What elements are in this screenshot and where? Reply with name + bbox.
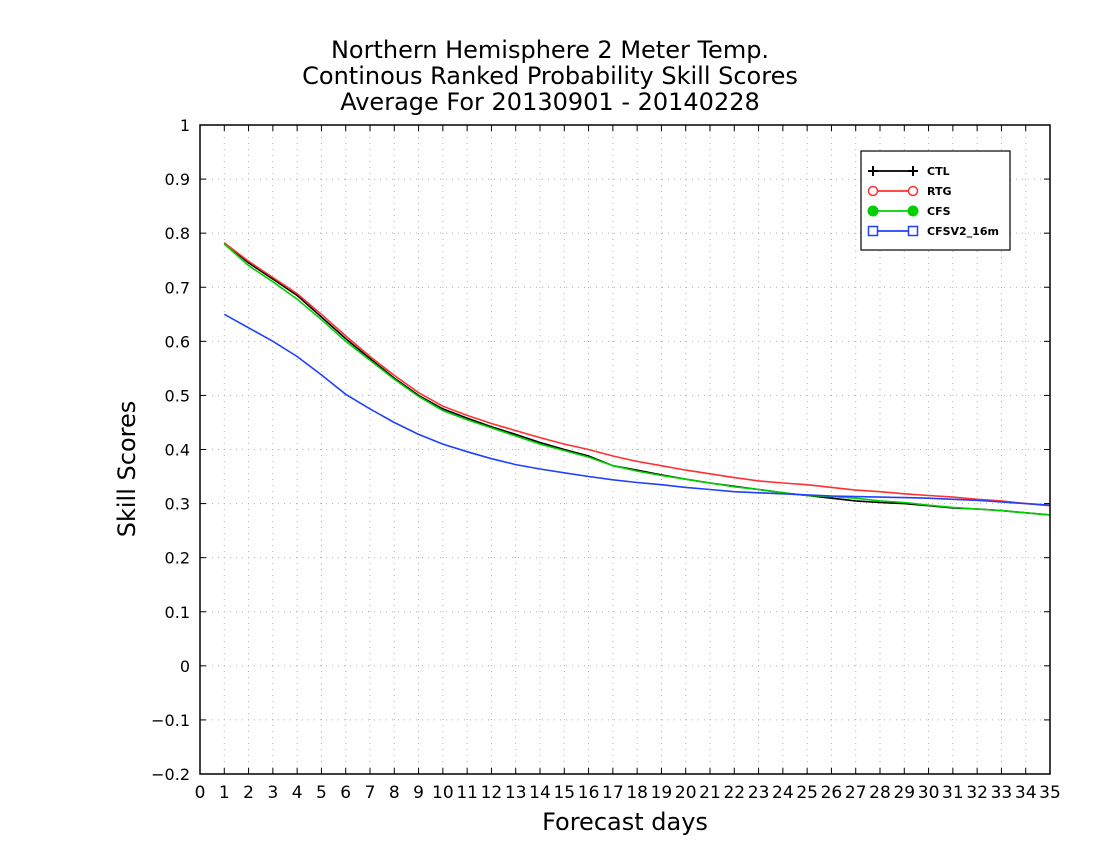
y-tick-label: 1 (180, 116, 190, 135)
x-tick-label: 35 (1039, 783, 1061, 803)
legend-marker (907, 205, 919, 217)
x-tick-label: 3 (267, 783, 278, 803)
x-tick-label: 8 (389, 783, 400, 803)
x-tick-label: 19 (651, 783, 673, 803)
chart-title-line-3: Average For 20130901 - 20140228 (340, 88, 760, 116)
legend-marker (907, 225, 919, 237)
series-lines (223, 242, 1051, 516)
legend: CTL RTG CFS CFSV2_16m (860, 150, 1011, 251)
legend-box (860, 150, 1011, 251)
x-tick-label: 33 (991, 783, 1013, 803)
x-tick-label: 9 (413, 783, 424, 803)
x-tick-label: 18 (626, 783, 648, 803)
x-tick-label: 4 (292, 783, 303, 803)
x-tick-label: 31 (942, 783, 964, 803)
x-tick-label: 13 (505, 783, 527, 803)
series-line-rtg (223, 242, 1051, 507)
legend-marker (867, 225, 879, 237)
chart-title-line-1: Northern Hemisphere 2 Meter Temp. (330, 36, 770, 64)
y-tick-label: 0.4 (165, 441, 190, 460)
x-tick-label: 14 (529, 783, 551, 803)
x-tick-label: 30 (918, 783, 940, 803)
x-tick-label: 21 (699, 783, 721, 803)
x-tick-label: 25 (796, 783, 818, 803)
y-tick-label: 0 (180, 657, 190, 676)
x-tick-label: 17 (602, 783, 624, 803)
y-tick-label: 0.2 (165, 549, 190, 568)
x-tick-label: 0 (195, 783, 206, 803)
legend-marker (867, 185, 879, 197)
legend-label-rtg: RTG (927, 185, 952, 198)
y-tick-label: 0.9 (165, 170, 190, 189)
x-tick-label: 10 (432, 783, 454, 803)
y-tick-label: 0.3 (165, 495, 190, 514)
x-tick-label: 12 (481, 783, 503, 803)
legend-label-ctl: CTL (927, 165, 950, 178)
x-tick-label: 29 (893, 783, 915, 803)
x-tick-label: 28 (869, 783, 891, 803)
x-tick-label: 32 (966, 783, 988, 803)
x-tick-label: 22 (723, 783, 745, 803)
x-tick-label: 16 (578, 783, 600, 803)
x-tick-label: 11 (456, 783, 478, 803)
y-tick-label: 0.1 (165, 603, 190, 622)
y-tick-label: 0.7 (165, 278, 190, 297)
x-tick-label: 27 (845, 783, 867, 803)
x-tick-label: 23 (748, 783, 770, 803)
y-tick-label: 0.6 (165, 332, 190, 351)
x-tick-label: 7 (365, 783, 376, 803)
x-tick-label: 1 (219, 783, 230, 803)
series-line-ctl (223, 242, 1051, 516)
y-tick-label: −0.1 (151, 711, 190, 730)
series-line-cfs (223, 243, 1051, 516)
chart-title-line-2: Continous Ranked Probability Skill Score… (302, 62, 798, 90)
x-tick-label: 20 (675, 783, 697, 803)
legend-label-cfsv2_16m: CFSV2_16m (927, 225, 999, 238)
legend-label-cfs: CFS (927, 205, 951, 218)
x-tick-label: 15 (553, 783, 575, 803)
x-tick-label: 2 (243, 783, 254, 803)
legend-marker (867, 205, 879, 217)
legend-marker (907, 185, 919, 197)
y-tick-label: −0.2 (151, 765, 190, 784)
axis-ticks: 0 1 2 3 4 5 6 7 8 9 10 11 12 13 14 15 16 17 18 19 20 21 22 23 24… (151, 116, 1061, 803)
y-tick-label: 0.8 (165, 224, 190, 243)
x-tick-label: 24 (772, 783, 794, 803)
x-tick-label: 34 (1015, 783, 1037, 803)
x-axis-label: Forecast days (542, 808, 708, 836)
y-axis-label: Skill Scores (113, 400, 141, 538)
x-tick-label: 26 (821, 783, 843, 803)
y-tick-label: 0.5 (165, 386, 190, 405)
series-line-cfsv2_16m (223, 313, 1051, 506)
x-tick-label: 6 (340, 783, 351, 803)
x-tick-label: 5 (316, 783, 327, 803)
